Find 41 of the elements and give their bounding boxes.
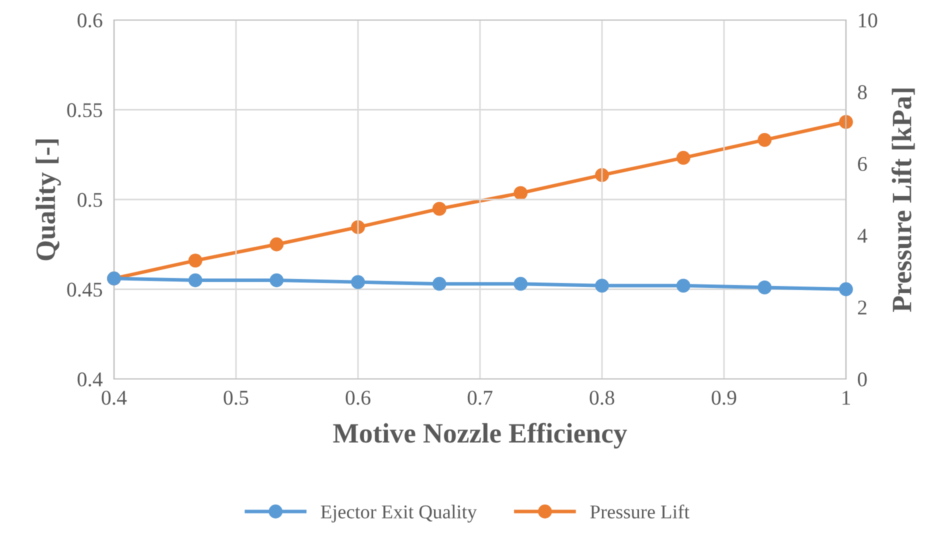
y2-axis-title: Pressure Lift [kPa] xyxy=(892,88,915,312)
point xyxy=(351,275,365,290)
x-tick-label: 0.8 xyxy=(590,390,614,405)
point xyxy=(758,132,772,147)
point xyxy=(676,278,690,293)
x-axis-title: Motive Nozzle Efficiency xyxy=(333,422,628,448)
point xyxy=(270,237,284,252)
y-tick-label: 0.6 xyxy=(78,13,102,28)
y2-tick-label: 10 xyxy=(858,13,878,28)
x-tick-label: 0.6 xyxy=(346,390,370,405)
y2-tick-label: 6 xyxy=(858,157,867,172)
y-tick-label: 0.55 xyxy=(67,103,102,118)
y2-tick-label: 0 xyxy=(858,372,867,386)
point xyxy=(351,220,365,234)
x-tick-label: 0.9 xyxy=(712,390,736,405)
y2-tick-label: 2 xyxy=(858,300,866,314)
point xyxy=(514,276,528,291)
x-tick-label: 0.7 xyxy=(468,390,492,405)
y-tick-label: 0.4 xyxy=(78,372,103,387)
x-tick-label: 0.5 xyxy=(224,390,248,405)
point xyxy=(188,273,202,288)
legend-label: Ejector Exit Quality xyxy=(320,504,477,522)
y-tick-label: 0.45 xyxy=(67,282,102,297)
point xyxy=(839,115,853,129)
x-tick-label: 0.4 xyxy=(102,390,127,405)
point xyxy=(432,202,446,216)
point xyxy=(188,254,202,268)
y2-tick-label: 8 xyxy=(858,85,867,100)
point xyxy=(514,186,528,200)
point xyxy=(432,276,446,291)
point xyxy=(595,168,609,182)
point xyxy=(270,273,284,288)
y2-tick-label: 4 xyxy=(858,228,868,243)
point xyxy=(839,282,853,296)
y-tick-label: 0.5 xyxy=(78,192,102,208)
legend-label: Pressure Lift xyxy=(590,504,690,518)
point xyxy=(676,150,690,165)
y-axis-title: Quality [-] xyxy=(36,139,61,260)
point xyxy=(758,280,772,294)
point xyxy=(595,278,609,293)
x-tick-label: 1 xyxy=(842,390,850,405)
